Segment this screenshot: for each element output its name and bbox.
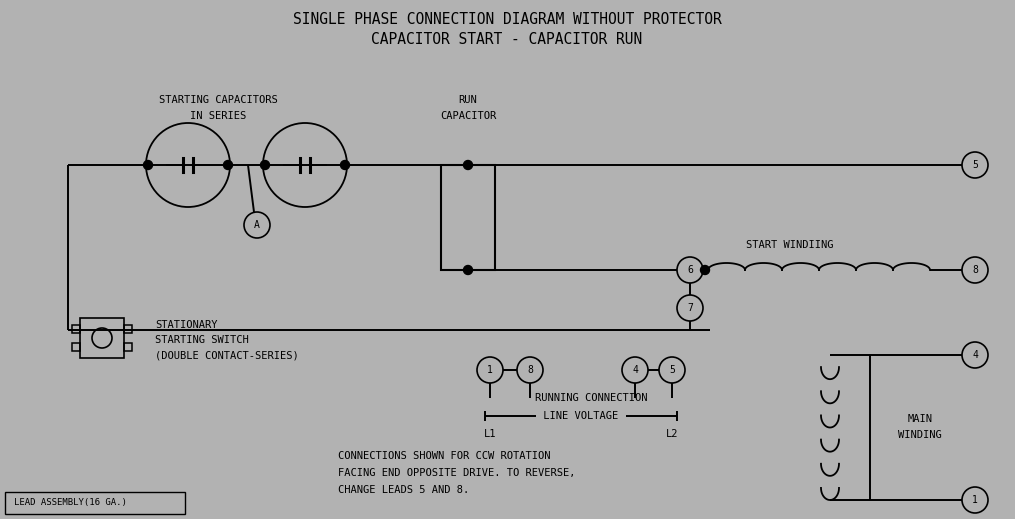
Circle shape — [143, 160, 152, 170]
Text: RUN: RUN — [459, 95, 477, 105]
Text: WINDING: WINDING — [898, 430, 942, 441]
Text: L2: L2 — [666, 429, 678, 439]
Bar — [441, 165, 495, 270]
Text: CHANGE LEADS 5 AND 8.: CHANGE LEADS 5 AND 8. — [338, 485, 469, 495]
Text: 5: 5 — [669, 365, 675, 375]
Text: 4: 4 — [972, 350, 977, 360]
Text: MAIN: MAIN — [907, 415, 933, 425]
Text: RUNNING CONNECTION: RUNNING CONNECTION — [535, 393, 648, 403]
Text: 8: 8 — [972, 265, 977, 275]
Circle shape — [464, 160, 473, 170]
Text: 8: 8 — [527, 365, 533, 375]
Text: SINGLE PHASE CONNECTION DIAGRAM WITHOUT PROTECTOR: SINGLE PHASE CONNECTION DIAGRAM WITHOUT … — [292, 12, 722, 28]
Text: STARTING SWITCH: STARTING SWITCH — [155, 335, 249, 345]
Text: A: A — [254, 220, 260, 230]
Circle shape — [700, 266, 709, 275]
Text: (DOUBLE CONTACT-SERIES): (DOUBLE CONTACT-SERIES) — [155, 350, 298, 360]
Text: 5: 5 — [972, 160, 977, 170]
Text: IN SERIES: IN SERIES — [190, 111, 246, 121]
Bar — [72, 325, 80, 333]
Bar — [124, 343, 132, 351]
Circle shape — [340, 160, 349, 170]
Text: 6: 6 — [687, 265, 693, 275]
Bar — [124, 325, 132, 333]
Text: CAPACITOR: CAPACITOR — [439, 111, 496, 121]
Circle shape — [223, 160, 232, 170]
Text: FACING END OPPOSITE DRIVE. TO REVERSE,: FACING END OPPOSITE DRIVE. TO REVERSE, — [338, 468, 576, 478]
Text: LINE VOLTAGE: LINE VOLTAGE — [537, 411, 625, 421]
Circle shape — [464, 266, 473, 275]
Text: CAPACITOR START - CAPACITOR RUN: CAPACITOR START - CAPACITOR RUN — [371, 33, 642, 48]
Text: 1: 1 — [972, 495, 977, 505]
Bar — [72, 343, 80, 351]
Text: STATIONARY: STATIONARY — [155, 320, 217, 330]
Text: 7: 7 — [687, 303, 693, 313]
Text: STARTING CAPACITORS: STARTING CAPACITORS — [158, 95, 277, 105]
Text: LEAD ASSEMBLY(16 GA.): LEAD ASSEMBLY(16 GA.) — [14, 499, 127, 508]
Circle shape — [261, 160, 270, 170]
Bar — [80, 318, 124, 358]
Text: L1: L1 — [484, 429, 496, 439]
Text: 1: 1 — [487, 365, 493, 375]
Text: 4: 4 — [632, 365, 638, 375]
Text: START WINDIING: START WINDIING — [746, 240, 833, 250]
Bar — [5, 492, 185, 514]
Text: CONNECTIONS SHOWN FOR CCW ROTATION: CONNECTIONS SHOWN FOR CCW ROTATION — [338, 451, 550, 461]
